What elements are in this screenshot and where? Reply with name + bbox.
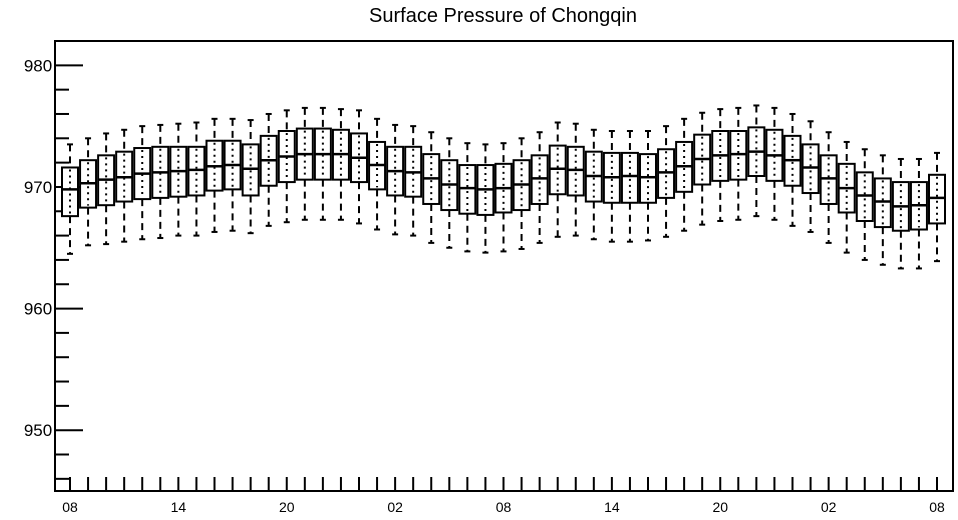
x-tick-label: 08 (929, 499, 945, 515)
box-plot (440, 137, 459, 249)
box-plot (277, 109, 296, 224)
box-plot (584, 128, 603, 241)
box-plot (928, 151, 946, 263)
box-plot (404, 125, 423, 237)
box-plot (602, 130, 621, 243)
chart-title: Surface Pressure of Chongqin (369, 5, 637, 27)
box-plot (259, 112, 278, 227)
box-plot (494, 142, 513, 253)
box-plot (693, 111, 712, 226)
box-plot (169, 122, 188, 237)
box-plot (331, 108, 350, 221)
iqr-box (61, 166, 79, 218)
x-tick-label: 14 (171, 499, 187, 515)
box-plot (187, 121, 206, 237)
box-plot (133, 125, 152, 241)
box-plot (837, 140, 856, 254)
box-plot (675, 117, 694, 232)
box-plot (512, 137, 531, 250)
box-plot (368, 117, 387, 231)
box-plot (855, 148, 874, 261)
box-plot (241, 119, 260, 235)
box-plot (801, 120, 820, 233)
x-tick-label: 08 (496, 499, 512, 515)
box-plot (115, 128, 134, 243)
iqr-box (620, 151, 639, 204)
box-plot (620, 130, 639, 243)
box-plot (350, 109, 368, 225)
box-plot (891, 157, 910, 270)
box-plot (711, 108, 730, 222)
box-plot (151, 123, 170, 240)
box-plot (458, 142, 477, 253)
y-axis: 950 960 970 980 (24, 56, 83, 480)
x-tick-label: 08 (62, 499, 78, 515)
y-tick-label: 960 (24, 300, 52, 319)
box-plot (657, 125, 676, 238)
box-plot (295, 106, 314, 221)
box-plot (530, 131, 549, 244)
x-tick-label: 02 (387, 499, 403, 515)
box-plot (819, 131, 838, 244)
box-plot (313, 106, 332, 221)
box-plot (476, 143, 495, 254)
box-plot (79, 137, 98, 247)
box-series (61, 104, 946, 270)
x-tick-label: 14 (604, 499, 620, 515)
plot-frame (54, 40, 954, 492)
box-plot (747, 104, 766, 218)
y-tick-label: 980 (24, 56, 52, 75)
box-plot (205, 117, 224, 233)
box-plot (61, 143, 79, 255)
box-plot (909, 157, 928, 270)
box-plot (223, 117, 242, 232)
x-tick-label: 20 (712, 499, 728, 515)
box-plot (729, 106, 748, 221)
box-plot (566, 122, 585, 237)
y-tick-label: 970 (24, 178, 52, 197)
box-plot (639, 130, 657, 242)
box-plot (783, 112, 802, 227)
x-tick-label: 02 (821, 499, 837, 515)
x-axis: 08 14 20 02 08 14 20 02 08 (62, 477, 945, 515)
x-tick-label: 20 (279, 499, 295, 515)
y-tick-label: 950 (24, 421, 52, 440)
box-plot (873, 154, 892, 266)
box-plot (548, 121, 567, 238)
box-plot (97, 132, 116, 246)
box-plot (422, 131, 441, 244)
box-plot (386, 123, 405, 236)
box-plot (765, 106, 784, 221)
